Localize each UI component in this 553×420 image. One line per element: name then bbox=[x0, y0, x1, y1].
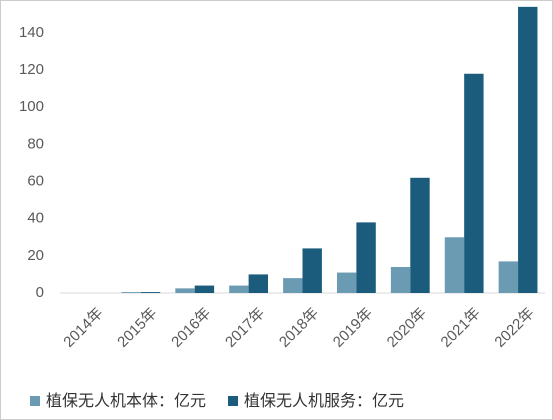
y-tick-label: 100 bbox=[19, 98, 44, 115]
legend: 植保无人机本体：亿元 植保无人机服务：亿元 bbox=[30, 392, 404, 410]
bar bbox=[518, 6, 538, 294]
bar bbox=[175, 288, 195, 293]
bar bbox=[464, 73, 484, 294]
bar bbox=[194, 285, 215, 293]
legend-label: 植保无人机服务：亿元 bbox=[244, 392, 404, 410]
y-tick-label: 80 bbox=[27, 135, 44, 152]
y-tick-label: 40 bbox=[27, 210, 44, 227]
bar bbox=[444, 237, 465, 293]
bar bbox=[121, 292, 141, 293]
bar bbox=[248, 274, 269, 293]
legend-swatch bbox=[30, 396, 40, 406]
legend-swatch bbox=[228, 396, 239, 406]
bar bbox=[356, 222, 376, 293]
y-tick-label: 140 bbox=[19, 24, 44, 41]
bar bbox=[140, 292, 161, 293]
legend-label: 植保无人机本体：亿元 bbox=[46, 392, 206, 410]
y-tick-label: 0 bbox=[36, 284, 44, 301]
bar bbox=[302, 248, 322, 293]
bar bbox=[229, 285, 249, 293]
y-tick-label: 120 bbox=[19, 61, 44, 78]
bar bbox=[336, 272, 357, 293]
y-tick-label: 20 bbox=[27, 247, 44, 264]
bar bbox=[390, 266, 411, 293]
bar bbox=[498, 261, 519, 293]
bar bbox=[283, 278, 303, 293]
y-tick-label: 60 bbox=[27, 172, 44, 189]
bar bbox=[410, 177, 430, 293]
